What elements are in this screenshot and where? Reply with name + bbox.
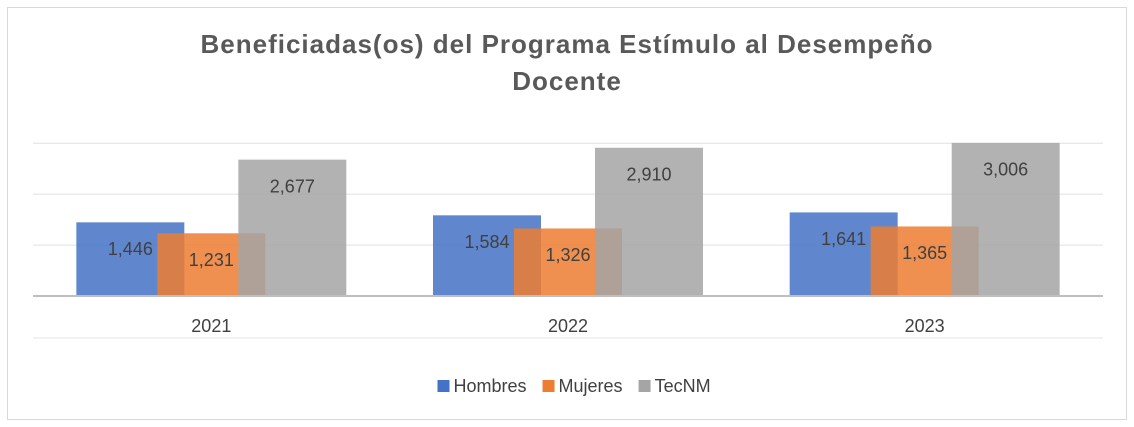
bar (951, 142, 1060, 296)
data-label: 2,910 (626, 165, 671, 185)
legend-label: Hombres (454, 376, 527, 396)
data-label: 2,677 (270, 176, 315, 196)
data-label: 1,446 (108, 239, 153, 259)
x-tick-label: 2021 (191, 316, 231, 336)
data-label: 1,231 (189, 250, 234, 270)
bar (595, 147, 703, 296)
x-tick-label: 2023 (905, 316, 945, 336)
legend-label: TecNM (655, 376, 711, 396)
data-label: 1,365 (902, 243, 947, 263)
chart-border (7, 7, 1127, 420)
bar (238, 159, 347, 296)
chart-title: Beneficiadas(os) del Programa Estímulo a… (200, 29, 934, 96)
data-label: 1,641 (821, 229, 866, 249)
data-label: 1,326 (545, 245, 590, 265)
x-tick-label: 2022 (548, 316, 588, 336)
legend-swatch (437, 380, 450, 392)
data-label: 1,584 (464, 232, 509, 252)
legend-swatch (638, 380, 651, 392)
legend-label: Mujeres (559, 376, 623, 396)
data-label: 3,006 (983, 160, 1028, 180)
legend-swatch (542, 380, 555, 392)
